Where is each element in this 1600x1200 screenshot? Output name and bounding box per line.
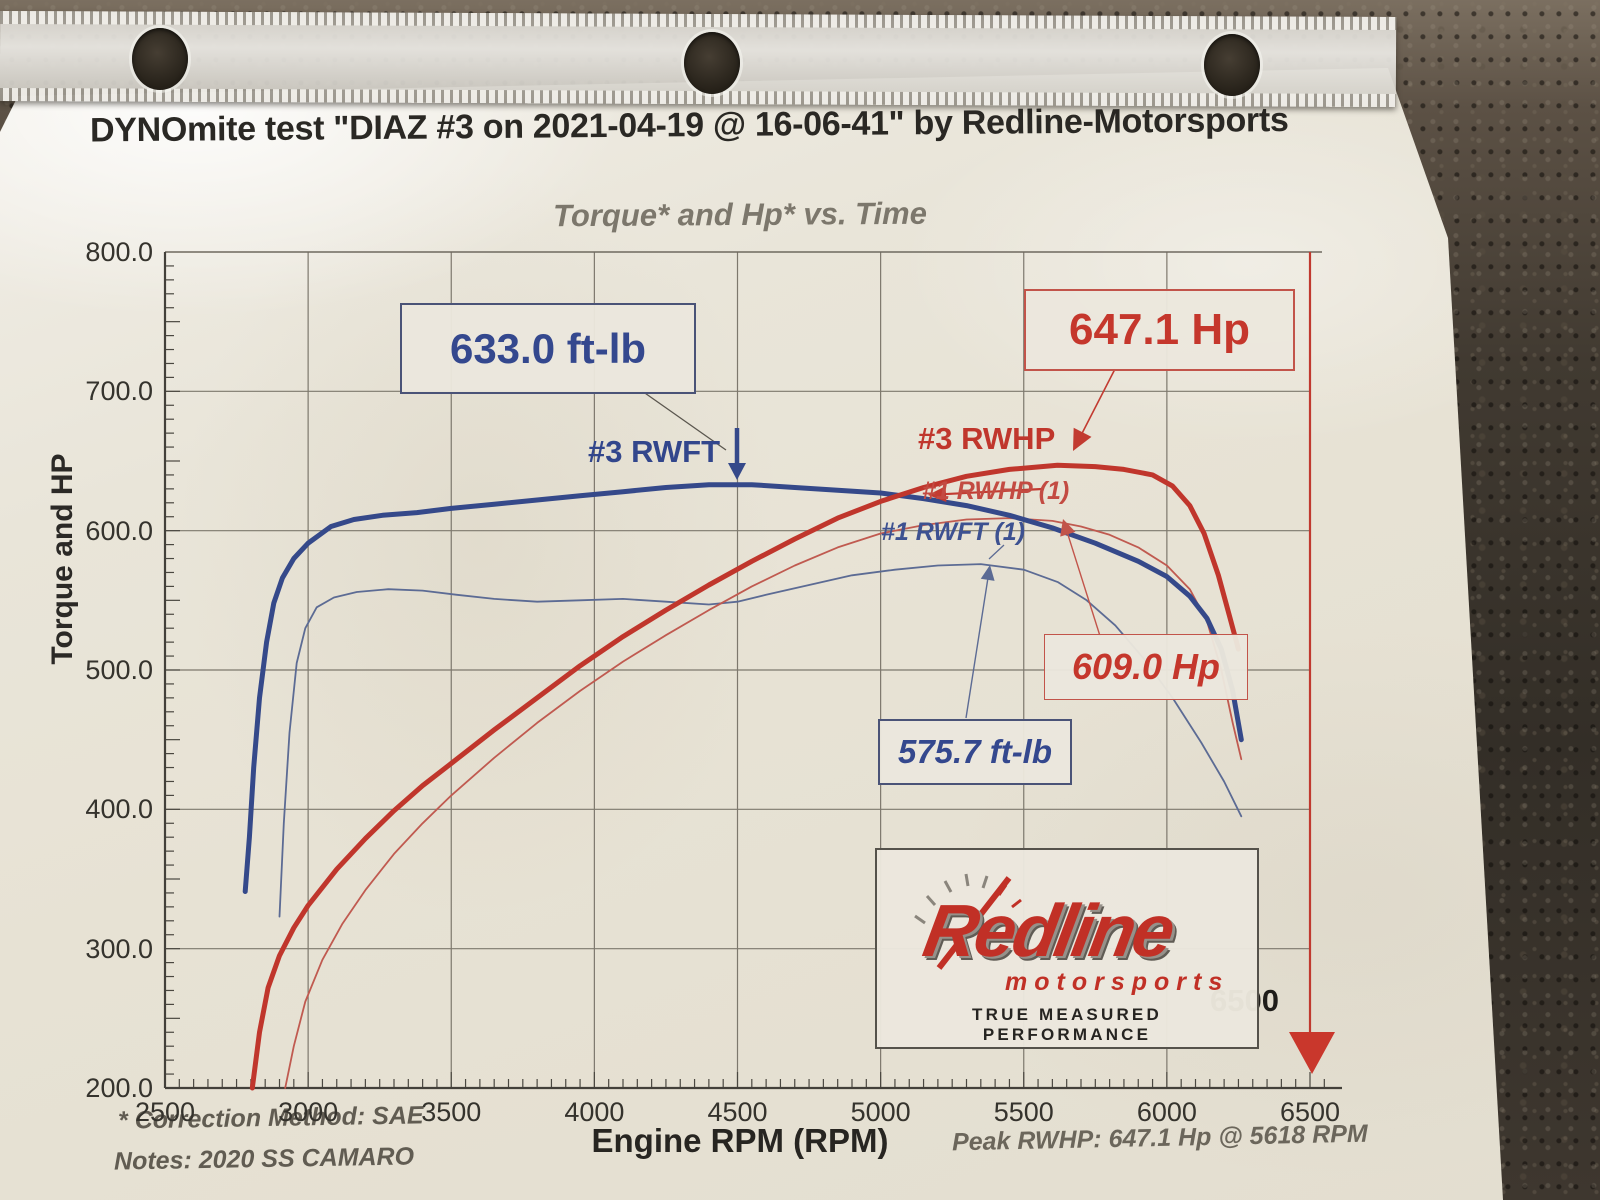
chart-line	[965, 573, 990, 719]
binder-hole	[132, 28, 188, 90]
y-tick-label: 600.0	[85, 515, 153, 546]
annotation-arrowhead	[1073, 427, 1092, 451]
annotation-arrowhead	[728, 463, 746, 480]
x-tick-label: 2500	[134, 1097, 196, 1127]
series-label-rwft3: #3 RWFT	[588, 434, 721, 469]
y-tick-label: 500.0	[85, 655, 153, 685]
x-tick-label: 4000	[564, 1097, 625, 1127]
annotation-arrowhead	[928, 486, 947, 503]
y-tick-label: 700.0	[85, 376, 153, 407]
peak-hp-value: 647.1 Hp	[1069, 305, 1250, 354]
series-label-rwft1: #1 RWFT (1)	[881, 518, 1025, 546]
logo-brand-text: Redline	[917, 889, 1179, 972]
redline-logo-box: Redline motorsports TRUE MEASURED PERFOR…	[875, 848, 1259, 1049]
peak-hp-callout: 647.1 Hp	[1024, 289, 1295, 371]
run1-torque-value: 575.7 ft-lb	[897, 733, 1053, 770]
run1-hp-callout: 609.0 Hp	[1044, 634, 1248, 700]
tachometer-needle-icon	[914, 873, 1022, 970]
y-tick-label: 200.0	[85, 1073, 153, 1103]
y-tick-label: 400.0	[85, 794, 153, 825]
x-axis-title: Engine RPM (RPM)	[591, 1122, 889, 1159]
x-tick-label: 4500	[707, 1097, 768, 1127]
series-label-rwhp1: #1 RWHP (1)	[922, 477, 1070, 505]
series-curve	[278, 563, 1243, 918]
annotation-arrowhead	[1060, 519, 1076, 537]
logo-tagline-text: TRUE MEASURED PERFORMANCE	[972, 1005, 1162, 1044]
x-tick-label: 5000	[850, 1097, 911, 1127]
run1-hp-value: 609.0 Hp	[1071, 646, 1221, 687]
y-tick-label: 800.0	[85, 237, 153, 267]
vehicle-notes: Notes: 2020 SS CAMARO	[113, 1142, 415, 1176]
chart-line	[988, 544, 1005, 560]
binder-hole	[684, 32, 740, 94]
end-marker-triangle	[1289, 1032, 1335, 1074]
peak-torque-value: 633.0 ft-lb	[449, 324, 647, 372]
series-curve	[249, 462, 1241, 1091]
x-tick-label: 6500	[1279, 1097, 1341, 1127]
logo-sub-text: motorsports	[1005, 968, 1230, 996]
x-tick-label: 3000	[278, 1097, 339, 1127]
series-curve	[242, 482, 1244, 894]
chart-line	[1078, 368, 1116, 441]
run1-torque-callout: 575.7 ft-lb	[878, 719, 1072, 785]
chart-line	[938, 487, 1043, 496]
series-label-rwhp3: #3 RWHP	[918, 421, 1056, 456]
x-tick-label: 3500	[421, 1097, 482, 1127]
x-tick-label: 6000	[1136, 1097, 1197, 1127]
x-tick-label: 5500	[993, 1097, 1054, 1127]
binder-hole	[1204, 34, 1260, 96]
y-tick-label: 300.0	[85, 933, 153, 964]
chart-line	[1065, 527, 1101, 637]
chart-line	[641, 390, 727, 451]
annotation-arrowhead	[980, 565, 995, 581]
peak-torque-callout: 633.0 ft-lb	[400, 303, 696, 394]
series-curve	[284, 517, 1243, 1089]
